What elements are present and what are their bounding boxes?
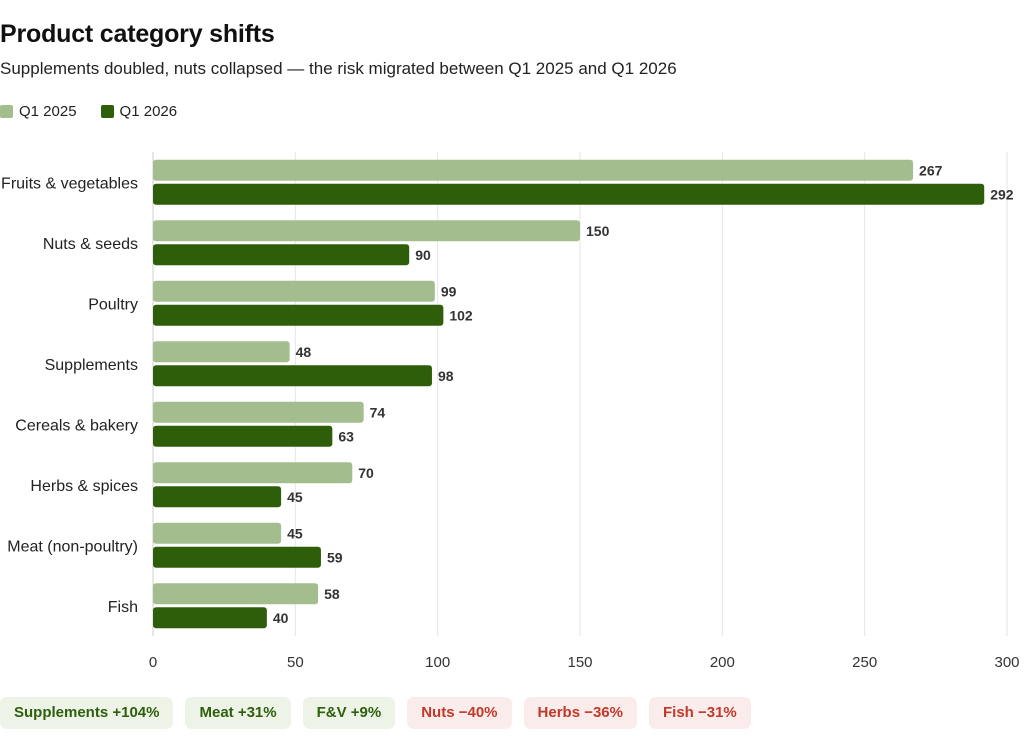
bar-value-label: 70 (358, 465, 374, 481)
bar (153, 244, 410, 266)
legend: Q1 2025 Q1 2026 (0, 103, 177, 120)
bar (153, 159, 914, 181)
category-label: Supplements (45, 357, 138, 374)
bar (153, 280, 435, 302)
bar-value-label: 45 (287, 525, 303, 541)
badge-supplements: Supplements +104% (0, 697, 174, 729)
bar-chart: 0 50 100 150 200 250 300 Fruits & vegetables 267… (1, 152, 1020, 671)
category-label: Cereals & bakery (15, 417, 138, 434)
bar-value-label: 58 (324, 586, 340, 602)
bar (153, 401, 364, 423)
bar (153, 522, 282, 544)
bar-value-label: 150 (586, 223, 610, 239)
x-tick-label: 150 (567, 654, 592, 671)
bar (153, 425, 333, 447)
bar-value-label: 99 (441, 283, 457, 299)
legend-item-q1-2025[interactable]: Q1 2025 (0, 103, 77, 120)
bar-value-label: 63 (338, 428, 354, 444)
category-label: Meat (non-poultry) (7, 538, 138, 555)
legend-label-q1-2026: Q1 2026 (119, 103, 178, 120)
x-tick-label: 100 (425, 654, 450, 671)
badge-herbs: Herbs −36% (523, 697, 637, 729)
legend-label-q1-2025: Q1 2025 (19, 103, 77, 120)
x-tick-label: 300 (994, 654, 1019, 671)
chart-title: Product category shifts (0, 20, 275, 48)
badge-fv: F&V +9% (302, 697, 396, 729)
bar (153, 607, 267, 629)
category-label: Fruits & vegetables (1, 175, 138, 192)
bar (153, 304, 444, 326)
bar-value-label: 45 (287, 489, 303, 505)
legend-swatch-q1-2025 (0, 105, 13, 118)
bar (153, 220, 580, 242)
badge-meat: Meat +31% (185, 697, 291, 729)
x-tick-label: 200 (710, 654, 735, 671)
category-label: Nuts & seeds (43, 236, 138, 253)
legend-item-q1-2026[interactable]: Q1 2026 (100, 103, 178, 120)
bar-value-label: 48 (296, 344, 312, 360)
bar (153, 583, 319, 605)
bar (153, 183, 985, 205)
bar-value-label: 98 (438, 368, 454, 384)
bar (153, 365, 432, 387)
bar-value-label: 90 (415, 247, 431, 263)
chart-subtitle: Supplements doubled, nuts collapsed — th… (0, 59, 677, 78)
category-label: Herbs & spices (30, 478, 138, 495)
bar-value-label: 40 (273, 610, 289, 626)
bar-value-label: 59 (327, 549, 343, 565)
badge-fish: Fish −31% (648, 697, 751, 729)
bar-value-label: 74 (370, 404, 386, 420)
x-tick-label: 50 (287, 654, 304, 671)
category-label: Fish (108, 599, 138, 616)
bar (153, 486, 282, 508)
x-tick-label: 250 (852, 654, 877, 671)
legend-swatch-q1-2026 (100, 105, 114, 118)
category-label: Poultry (88, 296, 138, 313)
bar-value-label: 102 (449, 307, 473, 323)
bar-value-label: 267 (919, 162, 943, 178)
bar (153, 546, 321, 568)
bar (153, 341, 290, 363)
bar-value-label: 292 (990, 186, 1014, 202)
bar (153, 462, 353, 484)
x-tick-label: 0 (149, 654, 157, 671)
badge-nuts: Nuts −40% (407, 697, 512, 729)
change-badges: Supplements +104% Meat +31% F&V +9% Nuts… (0, 697, 751, 729)
